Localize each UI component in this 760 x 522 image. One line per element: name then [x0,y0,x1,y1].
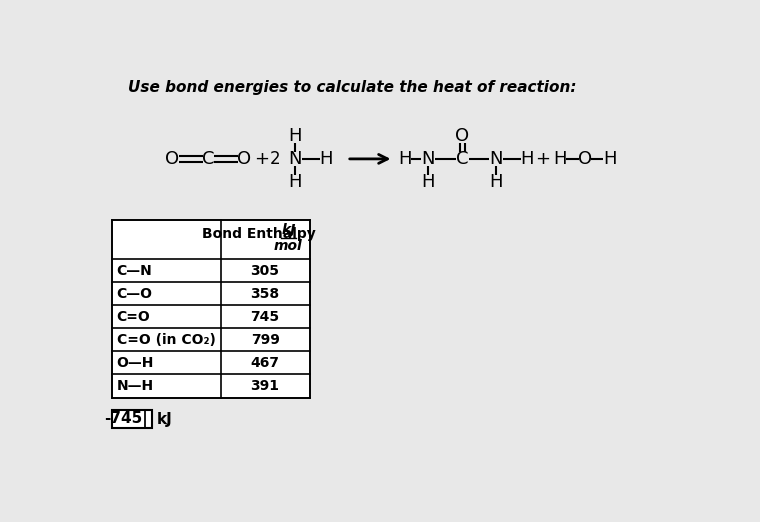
Text: C—O: C—O [117,287,153,301]
Text: H: H [553,150,567,168]
Text: O: O [455,127,470,145]
Text: 799: 799 [251,333,280,347]
Text: H: H [319,150,333,168]
Bar [112,410,152,429]
Text: kJ: kJ [281,223,296,237]
Text: O: O [166,150,179,168]
Text: H: H [489,173,503,191]
Text: 467: 467 [251,356,280,370]
Text: 745: 745 [251,310,280,324]
Text: O: O [578,150,592,168]
Text: 305: 305 [251,264,280,278]
Text: C: C [456,150,469,168]
Text: H: H [398,150,412,168]
Text: H: H [288,127,302,145]
Text: C=O: C=O [117,310,150,324]
Text: O: O [236,150,251,168]
Text: C=O (in CO₂): C=O (in CO₂) [117,333,216,347]
Text: H: H [422,173,435,191]
Text: 358: 358 [251,287,280,301]
Text: Bond Enthalpy: Bond Enthalpy [202,227,316,241]
Text: H: H [603,150,616,168]
Text: Use bond energies to calculate the heat of reaction:: Use bond energies to calculate the heat … [128,79,576,94]
Text: C: C [202,150,214,168]
Text: N: N [489,150,503,168]
Text: O—H: O—H [117,356,154,370]
Text: +: + [536,150,550,168]
Text: +: + [254,150,269,168]
Text: -745|: -745| [105,411,148,427]
Text: mol: mol [274,239,302,253]
Text: kJ: kJ [157,412,173,426]
Text: 391: 391 [251,379,280,393]
Bar [112,220,309,398]
Text: H: H [288,173,302,191]
Text: H: H [521,150,534,168]
Text: 2: 2 [270,150,280,168]
Text: N: N [288,150,302,168]
Text: C—N: C—N [117,264,153,278]
Text: N: N [422,150,435,168]
Text: N—H: N—H [117,379,154,393]
